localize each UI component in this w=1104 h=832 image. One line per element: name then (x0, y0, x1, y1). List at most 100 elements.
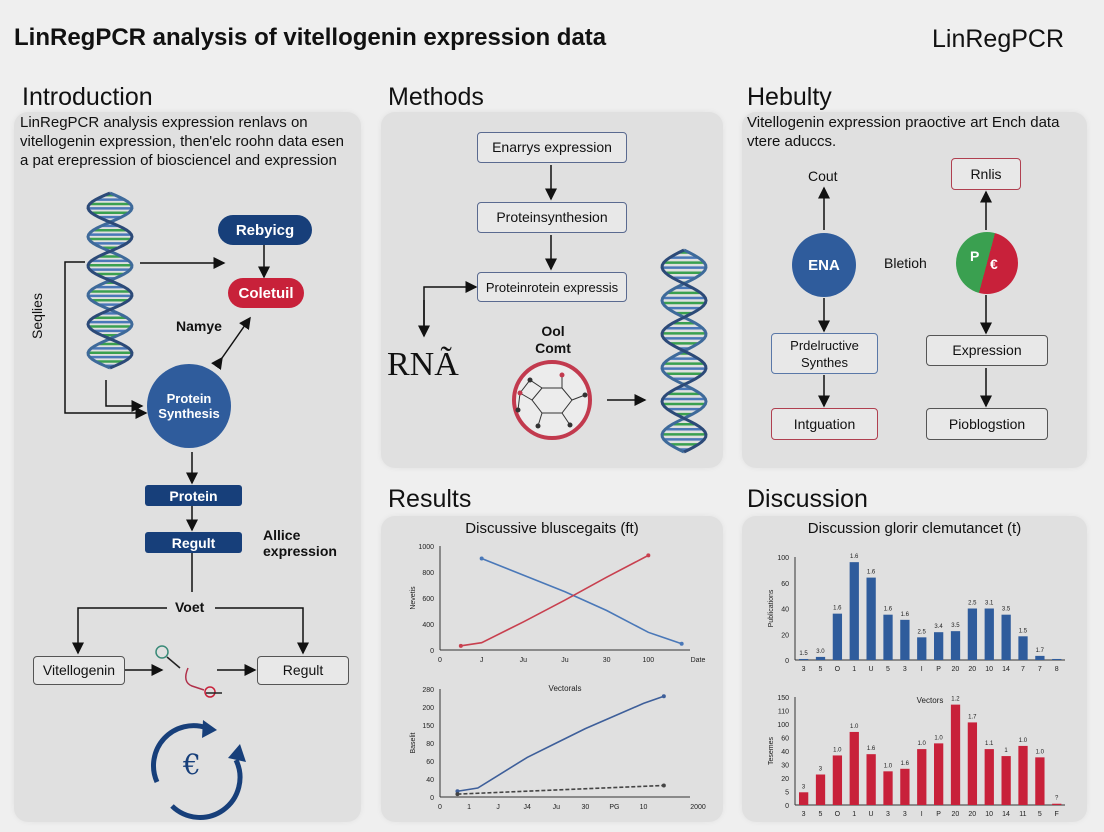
data-point (455, 792, 460, 797)
bar (799, 658, 809, 660)
strand (86, 191, 134, 370)
x-tick-label: Ju (520, 657, 528, 664)
bar (917, 637, 927, 660)
arrow (72, 607, 167, 655)
x-tick-label: PG (609, 804, 619, 811)
x-tick-label: U (869, 811, 874, 818)
data-point (458, 643, 463, 648)
discussion-chart-title: Discussion glorir clemutancet (t) (807, 520, 1022, 537)
regult-output-node: Regult (257, 656, 349, 685)
pie-left-label: P (970, 248, 980, 264)
bar (967, 722, 978, 805)
intro-heading: Introduction (22, 83, 153, 111)
x-tick-label: 3 (903, 811, 907, 818)
y-tick-label: 1000 (418, 544, 434, 551)
y-axis-label: Baselit (410, 732, 417, 753)
x-tick-label: 8 (1055, 666, 1059, 673)
bar (1052, 658, 1062, 660)
x-tick-label: J (496, 804, 500, 811)
arrow (105, 380, 144, 412)
bar (815, 656, 826, 660)
x-tick-label: 0 (438, 657, 442, 664)
discussion-heading: Discussion (747, 485, 868, 513)
bar-value-label: 1.0 (934, 735, 943, 741)
protein-synthesis-node: Protein Synthesis (147, 364, 231, 448)
methods-step-2: Proteinsynthesion (477, 202, 627, 233)
results-heading: Results (388, 485, 472, 513)
y-tick-label: 5 (785, 790, 789, 797)
y-tick-label: 110 (778, 709, 789, 716)
bar-value-label: 1.6 (867, 746, 876, 752)
bar-value-label: 3.5 (1002, 607, 1011, 613)
x-tick-label: F (1055, 811, 1059, 818)
bar (866, 577, 876, 660)
x-tick-label: 1 (467, 804, 471, 811)
x-tick-label: Ju (561, 657, 569, 664)
bar-value-label: 1.2 (951, 697, 960, 703)
coletuil-node: Coletuil (228, 278, 304, 308)
x-tick-label: 3 (903, 666, 907, 673)
y-axis-label: Tesemes (768, 736, 775, 765)
x-tick-label: O (835, 666, 841, 673)
bar-value-label: 1.7 (968, 714, 977, 720)
regult-node: Regult (145, 532, 242, 553)
x-tick-label: 11 (1019, 811, 1026, 818)
bar-value-label: 1.6 (867, 570, 876, 576)
bar (799, 792, 809, 805)
x-tick-label: 100 (642, 657, 654, 664)
bar-value-label: 1.0 (833, 747, 842, 753)
rebyicg-node: Rebyicg (218, 215, 312, 245)
x-tick-label: J4 (524, 804, 532, 811)
y-tick-label: 40 (781, 607, 789, 614)
series-line (460, 554, 649, 647)
pioblogstion-node: Pioblogstion (926, 408, 1048, 440)
bar-value-label: 1.1 (985, 741, 994, 747)
refresh-cycle-icon (151, 720, 246, 820)
methods-heading: Methods (388, 83, 484, 111)
bar (1001, 614, 1011, 660)
bar (984, 749, 994, 805)
bracket-arrow (64, 261, 148, 419)
page-title: LinRegPCR analysis of vitellogenin expre… (14, 24, 607, 51)
x-tick-label: 1 (852, 666, 856, 673)
bar-value-label: 1.0 (850, 724, 859, 730)
x-tick-label: P (936, 666, 941, 673)
dna-helix-icon (660, 248, 708, 454)
data-point (455, 789, 460, 794)
bar (934, 632, 944, 660)
results-chart-title: Discussive bluscegaits (ft) (465, 520, 639, 537)
x-tick-label: P (936, 811, 941, 818)
bar-value-label: 2.5 (968, 601, 977, 607)
molecule-ring-icon (512, 360, 592, 440)
y-tick-label: 800 (422, 570, 434, 577)
allice-expression-label: Allice expression (263, 527, 337, 559)
data-point (646, 553, 651, 558)
y-tick-label: 400 (422, 622, 434, 629)
y-tick-label: 80 (426, 741, 434, 748)
strand (660, 248, 708, 454)
x-tick-label: 1 (852, 811, 856, 818)
bar (1035, 757, 1045, 805)
y-tick-label: 150 (777, 695, 789, 702)
x-tick-label: 30 (603, 657, 611, 664)
x-axis-label: 2000 (690, 804, 706, 811)
bar (1018, 745, 1028, 805)
results-panel (381, 516, 723, 822)
y-tick-label: 280 (422, 687, 434, 694)
y-tick-label: 20 (781, 776, 789, 783)
hebulty-text: Vitellogenin expression praoctive art En… (747, 114, 1060, 150)
y-tick-label: 60 (781, 736, 789, 743)
bar (1001, 756, 1011, 805)
x-tick-label: 7 (1021, 666, 1025, 673)
pie-right-label: € (990, 256, 998, 272)
bar-value-label: 1.7 (1036, 648, 1045, 654)
y-axis-label: Publications (768, 589, 775, 627)
x-tick-label: 10 (640, 804, 648, 811)
y-tick-label: 40 (426, 777, 434, 784)
x-tick-label: 14 (1002, 666, 1010, 673)
y-tick-label: 200 (422, 705, 434, 712)
bar (883, 771, 893, 805)
bar-value-label: 1.0 (1019, 738, 1028, 744)
bar-value-label: 3 (802, 784, 806, 790)
bar-value-label: 1 (1004, 748, 1008, 754)
